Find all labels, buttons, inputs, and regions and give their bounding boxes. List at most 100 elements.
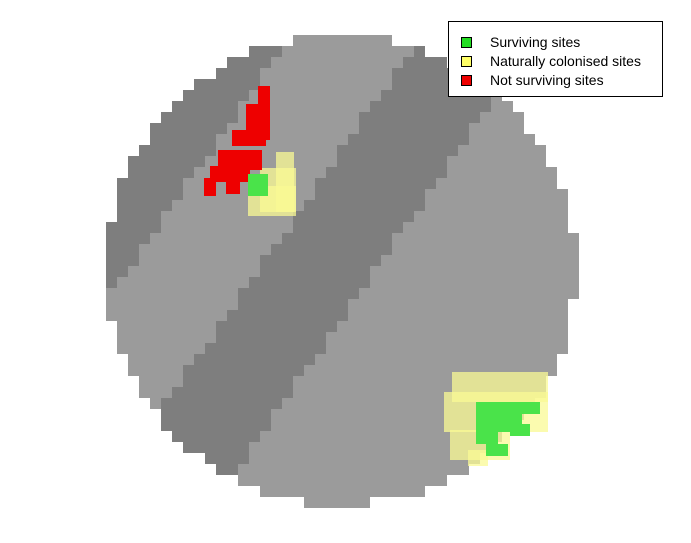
terrain-cell bbox=[425, 200, 436, 211]
terrain-cell bbox=[304, 409, 315, 420]
terrain-cell bbox=[293, 420, 304, 431]
surviving-site-cell bbox=[248, 174, 268, 196]
terrain-cell bbox=[403, 211, 414, 222]
terrain-cell bbox=[370, 167, 381, 178]
terrain-cell bbox=[502, 156, 513, 167]
terrain-cell bbox=[326, 486, 337, 497]
terrain-cell bbox=[249, 244, 260, 255]
terrain-cell bbox=[117, 332, 128, 343]
terrain-cell bbox=[392, 288, 403, 299]
terrain-cell bbox=[348, 178, 359, 189]
terrain-cell bbox=[359, 365, 370, 376]
terrain-cell bbox=[414, 321, 425, 332]
terrain-cell bbox=[194, 156, 205, 167]
legend-label-not-surviving: Not surviving sites bbox=[490, 72, 604, 88]
terrain-cell bbox=[161, 156, 172, 167]
terrain-cell bbox=[282, 46, 293, 57]
terrain-cell bbox=[293, 277, 304, 288]
terrain-cell bbox=[238, 79, 249, 90]
terrain-cell bbox=[161, 244, 172, 255]
terrain-cell bbox=[282, 68, 293, 79]
terrain-cell bbox=[315, 398, 326, 409]
terrain-cell bbox=[546, 299, 557, 310]
terrain-cell bbox=[282, 475, 293, 486]
terrain-cell bbox=[150, 299, 161, 310]
terrain-cell bbox=[403, 299, 414, 310]
terrain-cell bbox=[557, 310, 568, 321]
terrain-cell bbox=[359, 497, 370, 508]
terrain-cell bbox=[315, 167, 326, 178]
terrain-cell bbox=[172, 244, 183, 255]
terrain-cell bbox=[293, 57, 304, 68]
terrain-cell bbox=[150, 277, 161, 288]
terrain-cell bbox=[260, 486, 271, 497]
terrain-cell bbox=[491, 178, 502, 189]
terrain-cell bbox=[469, 299, 480, 310]
terrain-cell bbox=[458, 332, 469, 343]
terrain-cell bbox=[458, 123, 469, 134]
terrain-cell bbox=[161, 332, 172, 343]
terrain-cell bbox=[403, 255, 414, 266]
terrain-cell bbox=[359, 145, 370, 156]
terrain-cell bbox=[238, 354, 249, 365]
terrain-cell bbox=[117, 178, 128, 189]
terrain-cell bbox=[315, 266, 326, 277]
terrain-cell bbox=[392, 222, 403, 233]
terrain-cell bbox=[194, 431, 205, 442]
terrain-cell bbox=[260, 288, 271, 299]
legend-swatch-surviving bbox=[461, 37, 472, 48]
terrain-cell bbox=[414, 244, 425, 255]
terrain-cell bbox=[260, 453, 271, 464]
terrain-cell bbox=[469, 288, 480, 299]
terrain-cell bbox=[348, 310, 359, 321]
terrain-cell bbox=[304, 68, 315, 79]
terrain-cell bbox=[282, 244, 293, 255]
terrain-cell bbox=[194, 178, 205, 189]
terrain-cell bbox=[172, 288, 183, 299]
terrain-cell bbox=[425, 156, 436, 167]
terrain-cell bbox=[227, 211, 238, 222]
terrain-cell bbox=[491, 189, 502, 200]
terrain-cell bbox=[260, 277, 271, 288]
terrain-cell bbox=[414, 365, 425, 376]
terrain-cell bbox=[491, 244, 502, 255]
terrain-cell bbox=[326, 255, 337, 266]
terrain-cell bbox=[194, 123, 205, 134]
terrain-cell bbox=[447, 244, 458, 255]
terrain-cell bbox=[425, 68, 436, 79]
terrain-cell bbox=[557, 343, 568, 354]
terrain-cell bbox=[480, 211, 491, 222]
terrain-cell bbox=[183, 376, 194, 387]
terrain-cell bbox=[348, 211, 359, 222]
terrain-cell bbox=[293, 244, 304, 255]
terrain-cell bbox=[403, 266, 414, 277]
terrain-cell bbox=[348, 299, 359, 310]
terrain-cell bbox=[359, 486, 370, 497]
terrain-cell bbox=[513, 343, 524, 354]
terrain-cell bbox=[161, 288, 172, 299]
terrain-cell bbox=[403, 354, 414, 365]
terrain-cell bbox=[425, 233, 436, 244]
terrain-cell bbox=[348, 453, 359, 464]
terrain-cell bbox=[326, 211, 337, 222]
terrain-cell bbox=[139, 222, 150, 233]
terrain-cell bbox=[392, 167, 403, 178]
terrain-cell bbox=[447, 200, 458, 211]
terrain-cell bbox=[535, 244, 546, 255]
terrain-cell bbox=[337, 167, 348, 178]
terrain-cell bbox=[491, 156, 502, 167]
terrain-cell bbox=[403, 156, 414, 167]
terrain-cell bbox=[260, 420, 271, 431]
terrain-cell bbox=[249, 475, 260, 486]
terrain-cell bbox=[150, 211, 161, 222]
terrain-cell bbox=[546, 178, 557, 189]
terrain-cell bbox=[381, 211, 392, 222]
terrain-cell bbox=[447, 266, 458, 277]
terrain-cell bbox=[348, 409, 359, 420]
terrain-cell bbox=[491, 332, 502, 343]
terrain-cell bbox=[381, 365, 392, 376]
terrain-cell bbox=[326, 277, 337, 288]
terrain-cell bbox=[194, 321, 205, 332]
terrain-cell bbox=[414, 398, 425, 409]
terrain-cell bbox=[304, 453, 315, 464]
